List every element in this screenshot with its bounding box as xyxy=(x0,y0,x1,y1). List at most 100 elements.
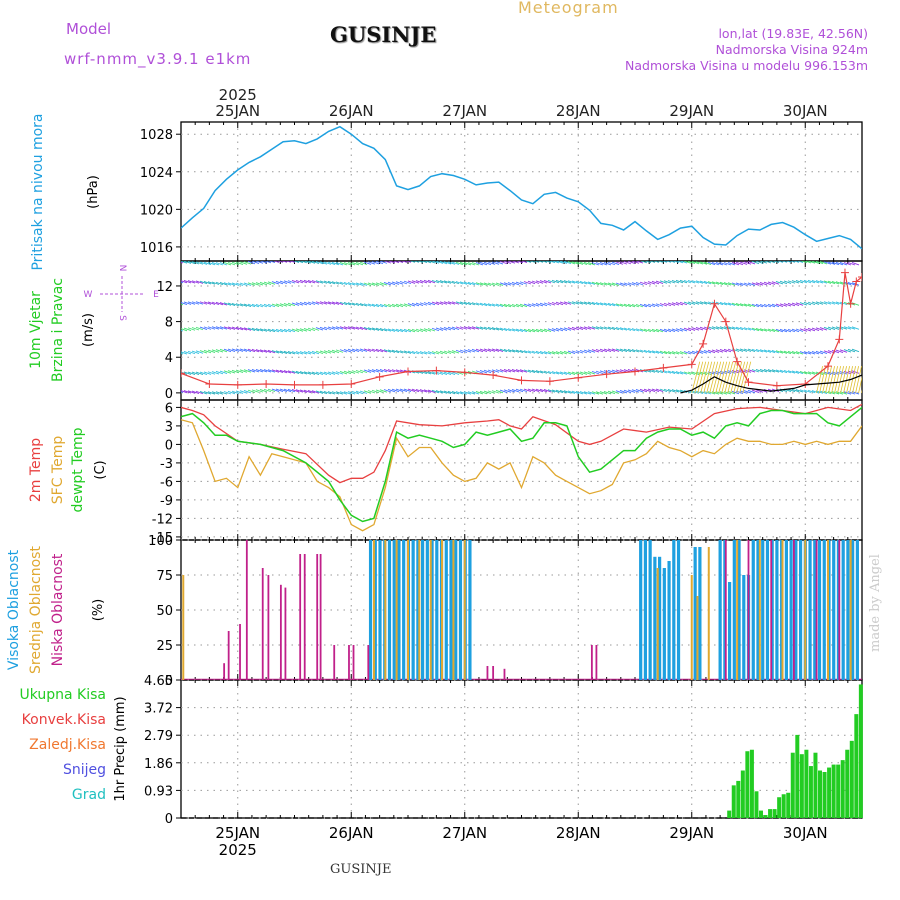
wind-barb xyxy=(579,261,588,266)
precip-legend-4: Grad xyxy=(72,787,106,803)
wind-barb xyxy=(343,302,352,306)
wind-gust-hatch xyxy=(825,366,832,393)
cloud-bar-high xyxy=(832,540,836,680)
wind-gust-hatch xyxy=(840,366,847,393)
wind-barb xyxy=(511,369,520,373)
wind-barb xyxy=(579,371,588,375)
wind-barb xyxy=(795,280,804,284)
wind-barb xyxy=(319,280,328,284)
wind-barb xyxy=(255,282,264,286)
wind-barb xyxy=(247,348,256,353)
cloud-bar-low xyxy=(333,645,336,680)
series-line-wind xyxy=(680,374,862,394)
precip-bar xyxy=(763,815,768,818)
wind-barb xyxy=(811,350,820,355)
wind-barb xyxy=(391,328,400,333)
cloud-bar-high xyxy=(798,540,803,680)
wind-barb xyxy=(231,282,240,286)
wind-barb xyxy=(215,391,224,395)
cloud-bar-high xyxy=(765,540,770,680)
wind-barb xyxy=(623,327,632,331)
wind-barb xyxy=(487,348,496,352)
wind-barb xyxy=(723,282,732,286)
cloud-bar-high xyxy=(435,540,439,680)
wind-barb xyxy=(567,261,576,265)
wind-barb xyxy=(727,370,736,374)
wind-barb xyxy=(545,261,552,263)
wind-barb xyxy=(423,389,432,393)
wind-barb xyxy=(671,279,680,284)
wind-speed-point xyxy=(840,268,849,277)
wind-barb xyxy=(851,326,860,330)
precip-bar xyxy=(731,785,736,818)
wind-barb xyxy=(235,326,244,331)
precip-bar xyxy=(777,797,782,818)
wind-barb xyxy=(587,281,596,285)
wind-barb xyxy=(455,391,464,395)
wind-barb xyxy=(599,282,608,286)
wind-barb xyxy=(407,328,416,333)
wind-barb xyxy=(367,303,376,307)
wind-barb xyxy=(719,326,728,330)
cloud-bar-low xyxy=(299,554,302,680)
cloud-bar-low xyxy=(793,540,795,680)
wind-barb xyxy=(211,349,220,353)
wind-barb xyxy=(767,328,776,332)
cloud-bar-low xyxy=(245,540,248,680)
compass-west: W xyxy=(84,290,93,300)
wind-barb xyxy=(207,326,216,330)
wind-barb xyxy=(443,371,452,376)
wind-barb xyxy=(639,328,648,332)
wind-barb xyxy=(483,348,492,352)
cloud-bar-low xyxy=(815,540,818,680)
wind-barb xyxy=(804,261,812,264)
wind-barb xyxy=(683,301,692,305)
wind-barb xyxy=(611,326,620,331)
wind-barb xyxy=(747,282,756,286)
wind-barb xyxy=(283,303,292,307)
wind-speed-point xyxy=(432,366,441,375)
cloud-bar-mid xyxy=(707,547,710,680)
wind-gust-hatch xyxy=(858,375,862,393)
wind-barb xyxy=(199,350,208,354)
wind-gust-hatch xyxy=(730,361,740,393)
wind-barb xyxy=(299,389,308,393)
wind-barb xyxy=(199,301,208,305)
wind-barb xyxy=(531,303,540,307)
wind-barb xyxy=(735,348,744,352)
wind-barb xyxy=(231,369,240,374)
wind-barb xyxy=(751,369,760,373)
wind-barb xyxy=(791,370,800,374)
wind-barb xyxy=(303,327,312,332)
wind-barb xyxy=(615,369,624,373)
precip-bar xyxy=(799,754,804,818)
wind-barb xyxy=(207,391,216,395)
wind-barb xyxy=(267,369,276,373)
wind-barb xyxy=(779,369,788,374)
year-label-bottom: 2025 xyxy=(219,841,257,859)
wind-barb xyxy=(375,369,384,373)
wind-barb xyxy=(299,351,308,355)
wind-barb xyxy=(623,282,632,286)
wind-barb xyxy=(247,303,256,308)
wind-barb xyxy=(187,350,196,355)
wind-barb xyxy=(363,303,372,307)
wind-barb xyxy=(607,390,616,395)
wind-barb xyxy=(407,350,416,355)
wind-barb xyxy=(435,390,444,394)
wind-barb xyxy=(275,280,284,285)
wind-barb xyxy=(763,303,772,308)
wind-barb xyxy=(779,280,788,285)
temp-unit: (C) xyxy=(93,460,108,479)
wind-barb xyxy=(383,328,392,332)
compass-north: N xyxy=(117,265,127,272)
wind-barb xyxy=(255,303,264,308)
wind-barb xyxy=(487,369,496,373)
wind-barb xyxy=(551,301,560,306)
cloud-bar-high xyxy=(378,540,382,680)
wind-barb xyxy=(591,262,600,266)
wind-barb xyxy=(355,302,364,307)
wind-barb xyxy=(195,350,204,354)
wind-speed-point xyxy=(602,370,611,379)
wind-barb xyxy=(563,371,572,375)
